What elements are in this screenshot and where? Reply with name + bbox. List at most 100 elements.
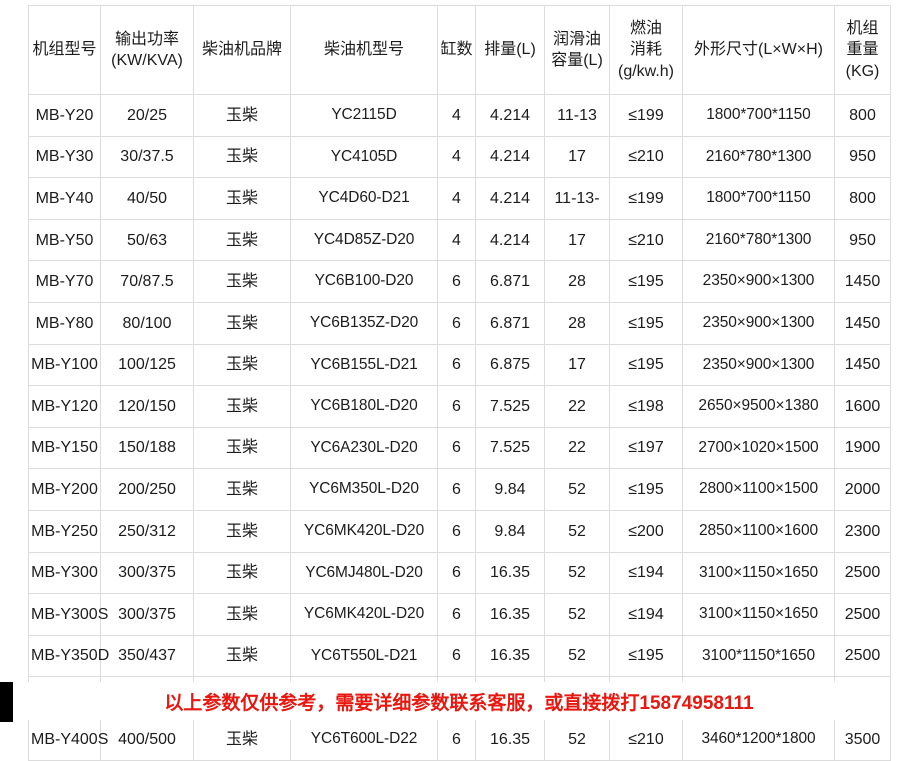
cell-weight: 950 xyxy=(834,218,891,262)
cell-fuel-consumption: ≤194 xyxy=(609,593,683,636)
cell-output-power: 150/188 xyxy=(100,426,194,470)
cell-unit-model: MB-Y150 xyxy=(28,426,101,470)
cell-cylinders: 6 xyxy=(437,634,476,678)
cell-cylinders: 6 xyxy=(437,260,476,303)
cell-fuel-consumption: ≤199 xyxy=(609,94,683,137)
cell-weight: 950 xyxy=(834,135,891,179)
cell-engine-model: YC6MK420L-D20 xyxy=(290,593,438,636)
cell-weight: 1900 xyxy=(834,426,891,470)
cell-unit-model: MB-Y300S xyxy=(28,593,108,636)
cell-fuel-consumption: ≤199 xyxy=(609,177,683,220)
cell-fuel-consumption: ≤198 xyxy=(609,385,683,428)
table-row: MB-Y30 30/37.5 玉柴 YC4105D 4 4.214 17 ≤210 2160*7… xyxy=(28,135,891,179)
cell-unit-model: MB-Y400S xyxy=(28,717,108,761)
cell-engine-brand: 玉柴 xyxy=(193,468,291,511)
cell-dimensions: 2650×9500×1380 xyxy=(682,385,835,428)
cell-weight: 800 xyxy=(834,94,891,137)
cell-engine-brand: 玉柴 xyxy=(193,717,291,761)
cell-output-power: 300/375 xyxy=(100,593,194,636)
cell-oil-capacity: 17 xyxy=(544,343,610,387)
cell-weight: 2500 xyxy=(834,593,891,636)
cell-weight: 1450 xyxy=(834,301,891,345)
cell-cylinders: 4 xyxy=(437,177,476,220)
cell-engine-model: YC6T600L-D22 xyxy=(290,717,438,761)
table-header: 机组型号 输出功率 (KW/KVA) 柴油机品牌 柴油机型号 缸数 排量(L) 润… xyxy=(28,5,891,95)
cell-fuel-consumption: ≤200 xyxy=(609,509,683,553)
header-line: 燃油 xyxy=(629,20,662,38)
header-line: (g/kw.h) xyxy=(617,62,674,80)
cell-engine-brand: 玉柴 xyxy=(193,634,291,678)
cell-oil-capacity: 52 xyxy=(544,509,610,553)
cell-engine-brand: 玉柴 xyxy=(193,218,291,262)
cell-cylinders: 4 xyxy=(437,135,476,179)
cell-engine-model: YC6B100-D20 xyxy=(290,260,438,303)
header-line: 机组型号 xyxy=(32,41,97,59)
cell-cylinders: 6 xyxy=(437,717,476,761)
cell-unit-model: MB-Y100 xyxy=(28,343,101,387)
cell-fuel-consumption: ≤195 xyxy=(609,301,683,345)
cell-displacement: 6.871 xyxy=(475,260,545,303)
table-row: MB-Y300 300/375 玉柴 YC6MJ480L-D20 6 16.35 52 ≤19… xyxy=(28,551,891,595)
header-line: (KW/KVA) xyxy=(111,52,183,69)
cell-dimensions: 2700×1020×1500 xyxy=(682,426,835,470)
cell-weight: 1450 xyxy=(834,260,891,303)
column-header-dimensions: 外形尺寸(L×W×H) xyxy=(682,5,835,95)
cell-cylinders: 6 xyxy=(437,509,476,553)
column-header-fuel-consumption: 燃油消耗 (g/kw.h) xyxy=(609,5,683,95)
cell-displacement: 7.525 xyxy=(475,426,545,470)
cell-engine-brand: 玉柴 xyxy=(193,385,291,428)
table-body: MB-Y20 20/25 玉柴 YC2115D 4 4.214 11-13 ≤199 1800*… xyxy=(28,94,891,761)
header-line: (KG) xyxy=(845,62,880,80)
cell-cylinders: 4 xyxy=(437,94,476,137)
cell-oil-capacity: 17 xyxy=(544,135,610,179)
column-header-displacement: 排量(L) xyxy=(475,5,545,95)
cell-weight: 3500 xyxy=(834,717,891,761)
cell-output-power: 80/100 xyxy=(100,301,194,345)
cell-engine-brand: 玉柴 xyxy=(193,301,291,345)
cell-cylinders: 6 xyxy=(437,426,476,470)
header-line: 容量(L) xyxy=(551,52,603,69)
cell-output-power: 20/25 xyxy=(100,94,194,137)
cell-displacement: 16.35 xyxy=(475,593,545,636)
cell-oil-capacity: 28 xyxy=(544,301,610,345)
cell-engine-brand: 玉柴 xyxy=(193,426,291,470)
header-line: 消耗 xyxy=(629,41,662,59)
generator-spec-table: 机组型号 输出功率 (KW/KVA) 柴油机品牌 柴油机型号 缸数 排量(L) 润… xyxy=(28,5,891,761)
cell-engine-model: YC4105D xyxy=(290,135,438,179)
cell-unit-model: MB-Y70 xyxy=(28,260,101,303)
cell-dimensions: 2350×900×1300 xyxy=(682,260,835,303)
table-row: MB-Y50 50/63 玉柴 YC4D85Z-D20 4 4.214 17 ≤210 2160… xyxy=(28,218,891,262)
cell-cylinders: 4 xyxy=(437,218,476,262)
column-header-engine-model: 柴油机型号 xyxy=(290,5,438,95)
cell-engine-model: YC6A230L-D20 xyxy=(290,426,438,470)
column-header-output-power: 输出功率 (KW/KVA) xyxy=(100,5,194,95)
cell-dimensions: 3460*1200*1800 xyxy=(682,717,835,761)
cell-engine-model: YC4D60-D21 xyxy=(290,177,438,220)
cell-output-power: 30/37.5 xyxy=(100,135,194,179)
table-row: MB-Y400S 400/500 玉柴 YC6T600L-D22 6 16.35 52 ≤21… xyxy=(28,717,891,761)
cell-weight: 800 xyxy=(834,177,891,220)
cell-dimensions: 2350×900×1300 xyxy=(682,343,835,387)
cell-unit-model: MB-Y120 xyxy=(28,385,101,428)
cell-weight: 2500 xyxy=(834,551,891,595)
cell-engine-brand: 玉柴 xyxy=(193,509,291,553)
generator-spec-sheet: 机组型号 输出功率 (KW/KVA) 柴油机品牌 柴油机型号 缸数 排量(L) 润… xyxy=(0,5,891,761)
cell-oil-capacity: 22 xyxy=(544,385,610,428)
cell-cylinders: 6 xyxy=(437,385,476,428)
cell-output-power: 100/125 xyxy=(100,343,194,387)
cell-engine-brand: 玉柴 xyxy=(193,135,291,179)
cell-dimensions: 2850×1100×1600 xyxy=(682,509,835,553)
cell-output-power: 50/63 xyxy=(100,218,194,262)
cell-engine-brand: 玉柴 xyxy=(193,260,291,303)
table-row: MB-Y40 40/50 玉柴 YC4D60-D21 4 4.214 11-13- ≤199 1… xyxy=(28,177,891,220)
cell-dimensions: 2350×900×1300 xyxy=(682,301,835,345)
cell-unit-model: MB-Y350D xyxy=(28,634,109,678)
cell-dimensions: 2160*780*1300 xyxy=(682,135,835,179)
cell-engine-model: YC6B180L-D20 xyxy=(290,385,438,428)
cell-displacement: 4.214 xyxy=(475,135,545,179)
cell-output-power: 350/437 xyxy=(100,634,194,678)
cell-engine-brand: 玉柴 xyxy=(193,343,291,387)
cell-unit-model: MB-Y40 xyxy=(28,177,101,220)
cell-oil-capacity: 22 xyxy=(544,426,610,470)
cell-output-power: 400/500 xyxy=(100,717,194,761)
